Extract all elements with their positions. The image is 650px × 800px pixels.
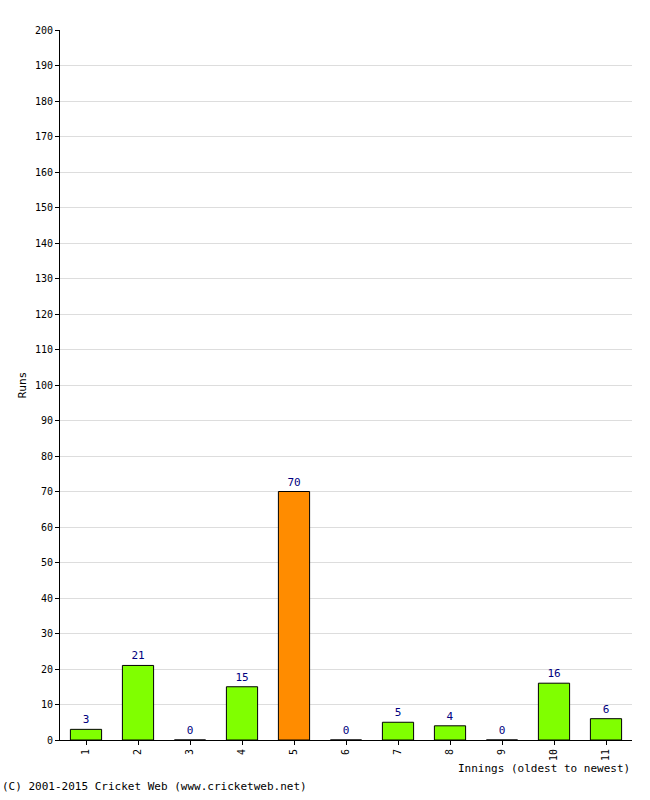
- svg-text:2: 2: [132, 749, 143, 755]
- svg-text:5: 5: [288, 749, 299, 755]
- svg-text:11: 11: [600, 749, 611, 761]
- svg-text:30: 30: [41, 628, 53, 639]
- svg-text:7: 7: [392, 749, 403, 755]
- svg-text:200: 200: [35, 25, 53, 36]
- svg-text:4: 4: [236, 749, 247, 755]
- svg-text:16: 16: [547, 667, 560, 680]
- svg-text:130: 130: [35, 273, 53, 284]
- svg-text:150: 150: [35, 202, 53, 213]
- svg-text:21: 21: [131, 649, 144, 662]
- svg-text:100: 100: [35, 380, 53, 391]
- svg-text:170: 170: [35, 131, 53, 142]
- svg-text:120: 120: [35, 309, 53, 320]
- svg-text:10: 10: [548, 749, 559, 761]
- svg-text:90: 90: [41, 415, 53, 426]
- svg-text:0: 0: [343, 724, 350, 737]
- svg-text:Innings (oldest to newest): Innings (oldest to newest): [458, 762, 630, 775]
- svg-text:140: 140: [35, 238, 53, 249]
- svg-text:180: 180: [35, 96, 53, 107]
- svg-text:4: 4: [447, 710, 454, 723]
- svg-text:Runs: Runs: [16, 372, 29, 399]
- svg-text:15: 15: [235, 671, 248, 684]
- svg-text:80: 80: [41, 451, 53, 462]
- svg-text:110: 110: [35, 344, 53, 355]
- svg-text:1: 1: [80, 749, 91, 755]
- svg-text:9: 9: [496, 749, 507, 755]
- svg-text:0: 0: [499, 724, 506, 737]
- svg-text:10: 10: [41, 699, 53, 710]
- svg-text:20: 20: [41, 664, 53, 675]
- svg-text:(C) 2001-2015 Cricket Web (www: (C) 2001-2015 Cricket Web (www.cricketwe…: [2, 780, 307, 793]
- svg-text:3: 3: [83, 713, 90, 726]
- svg-text:160: 160: [35, 167, 53, 178]
- svg-text:0: 0: [187, 724, 194, 737]
- svg-text:5: 5: [395, 706, 402, 719]
- svg-text:70: 70: [287, 476, 300, 489]
- svg-text:70: 70: [41, 486, 53, 497]
- svg-text:3: 3: [184, 749, 195, 755]
- svg-text:0: 0: [47, 735, 53, 746]
- svg-text:190: 190: [35, 60, 53, 71]
- svg-text:60: 60: [41, 522, 53, 533]
- svg-text:6: 6: [603, 703, 610, 716]
- svg-text:40: 40: [41, 593, 53, 604]
- svg-text:8: 8: [444, 749, 455, 755]
- svg-text:6: 6: [340, 749, 351, 755]
- svg-text:50: 50: [41, 557, 53, 568]
